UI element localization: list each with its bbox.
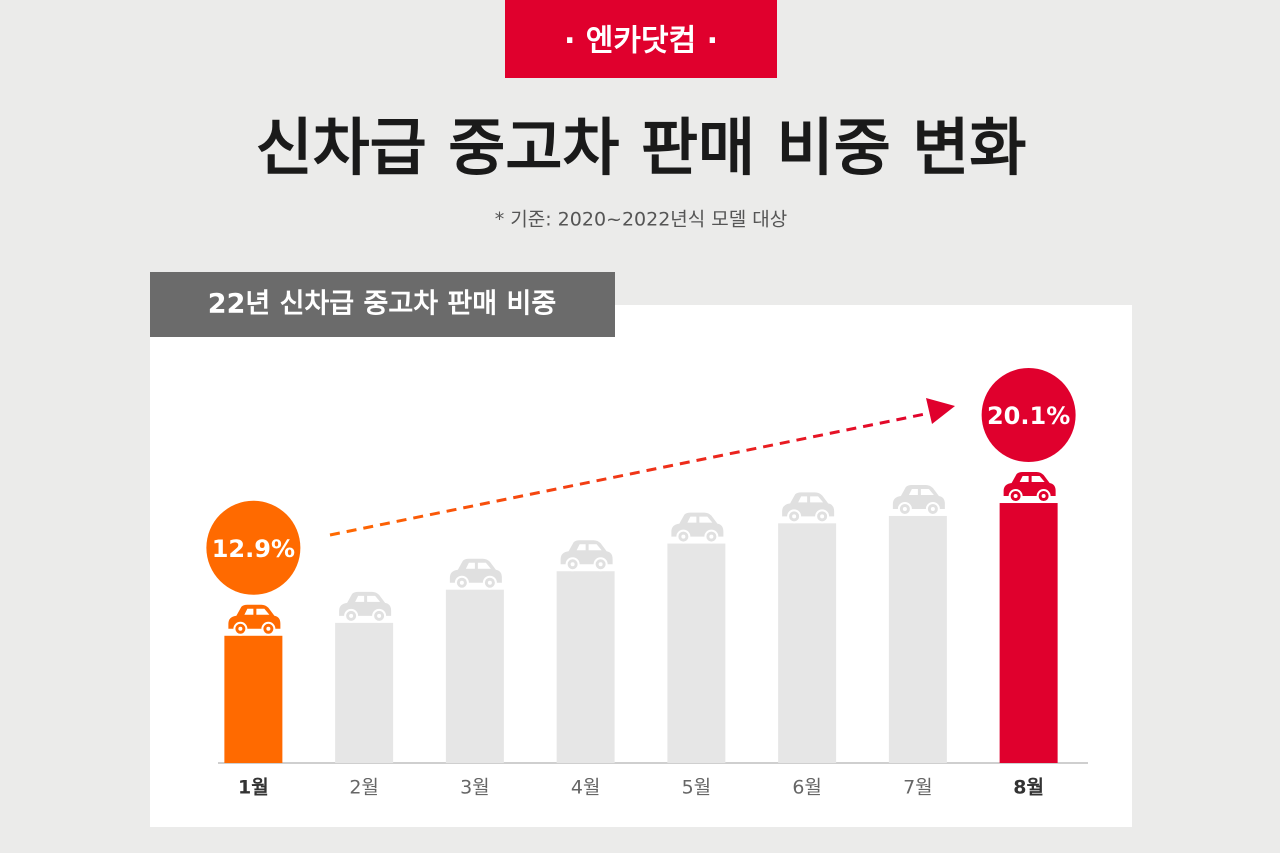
car-hub	[459, 580, 464, 585]
car-hub	[681, 534, 686, 539]
car-hub	[349, 613, 354, 618]
x-tick-label: 8월	[1013, 777, 1044, 799]
arrow-head	[926, 398, 955, 424]
car-icon	[892, 484, 945, 516]
bar	[224, 635, 283, 763]
car-window	[576, 544, 602, 551]
title: 신차급 중고차 판매 비중 변화	[256, 111, 1027, 184]
car-hub	[266, 626, 271, 631]
car-window	[1019, 476, 1045, 483]
car-hub	[930, 506, 935, 511]
car-icon	[782, 492, 835, 524]
bar	[667, 543, 726, 763]
note: * 기준: 2020~2022년식 모델 대상	[495, 209, 788, 231]
car-window	[355, 595, 381, 602]
badge: · 엔카닷컴 ·	[564, 24, 718, 59]
car-icon	[560, 540, 613, 572]
x-tick-label: 1월	[238, 777, 269, 799]
car-hub	[709, 534, 714, 539]
car-hub	[598, 562, 603, 567]
car-window	[244, 608, 270, 615]
car-hub	[1041, 494, 1046, 499]
trend-arrow	[329, 410, 936, 537]
car-window	[798, 496, 824, 503]
chart-panel	[150, 305, 1132, 827]
car-hub	[487, 580, 492, 585]
bar	[888, 515, 947, 763]
x-tick-label: 5월	[682, 777, 712, 799]
bar	[556, 571, 615, 763]
car-icon	[228, 604, 281, 636]
car-window	[908, 488, 934, 495]
chart-title: 22년 신차급 중고차 판매 비중	[208, 289, 556, 320]
car-hub	[820, 514, 825, 519]
value-label: 12.9%	[212, 535, 295, 563]
car-window	[687, 516, 713, 523]
bar	[778, 523, 837, 763]
x-tick-label: 4월	[571, 777, 601, 799]
x-tick-label: 7월	[903, 777, 933, 799]
car-icon	[449, 558, 502, 590]
car-icon	[1003, 472, 1056, 504]
car-hub	[792, 514, 797, 519]
car-hub	[377, 613, 382, 618]
car-hub	[570, 562, 575, 567]
car-hub	[1013, 494, 1018, 499]
x-tick-label: 6월	[792, 777, 822, 799]
x-tick-label: 3월	[460, 777, 490, 799]
car-hub	[238, 626, 243, 631]
value-badge	[981, 368, 1076, 463]
value-label: 20.1%	[987, 402, 1070, 430]
car-window	[465, 562, 491, 569]
bar	[445, 589, 504, 763]
bar	[335, 622, 394, 763]
car-hub	[902, 506, 907, 511]
car-icon	[339, 591, 392, 623]
bar	[999, 503, 1058, 763]
x-tick-label: 2월	[349, 777, 379, 799]
car-icon	[671, 512, 724, 544]
badge-box	[505, 0, 777, 78]
value-badge	[206, 500, 301, 595]
chart-title-box	[150, 272, 615, 337]
